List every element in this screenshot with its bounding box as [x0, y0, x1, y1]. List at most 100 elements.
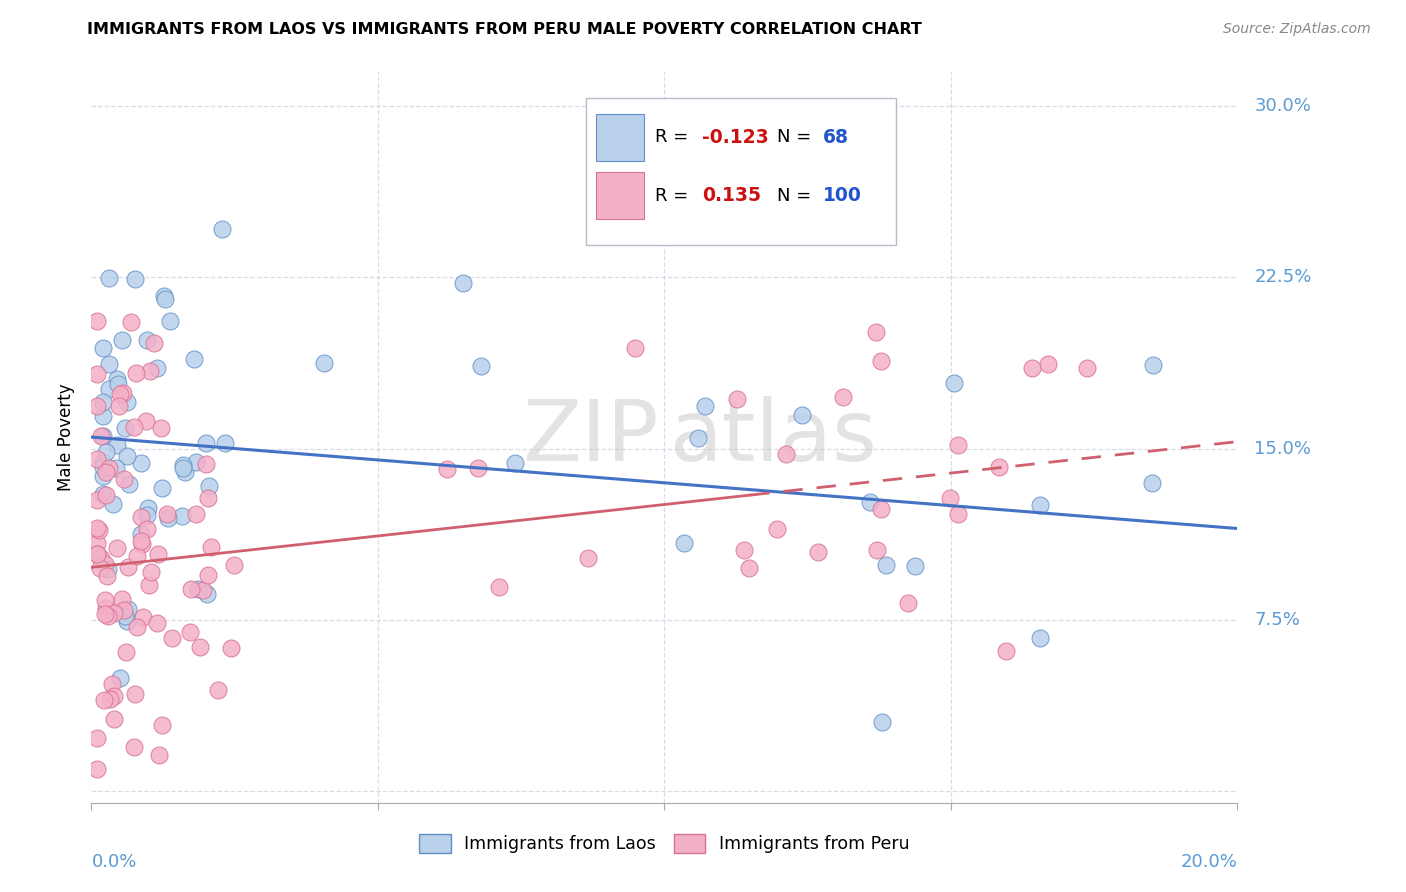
Point: [122, 739, 145, 754]
Text: N =: N =: [776, 186, 817, 204]
Point: [91, 459, 114, 474]
Point: [897, 596, 920, 610]
Point: [765, 522, 787, 536]
Point: [146, 547, 169, 561]
Point: [97, 271, 120, 285]
Point: [467, 461, 489, 475]
Point: [86, 314, 108, 328]
Point: [127, 620, 149, 634]
Point: [96, 569, 118, 583]
Point: [792, 408, 814, 422]
Point: [91, 409, 114, 423]
Text: 22.5%: 22.5%: [1254, 268, 1312, 286]
Point: [197, 491, 219, 505]
Point: [184, 508, 207, 522]
Point: [122, 419, 145, 434]
Point: [90, 551, 112, 566]
Point: [1142, 475, 1164, 490]
Point: [98, 691, 121, 706]
Point: [131, 533, 153, 548]
Text: Source: ZipAtlas.com: Source: ZipAtlas.com: [1223, 22, 1371, 37]
Point: [503, 456, 526, 470]
Point: [156, 507, 179, 521]
FancyBboxPatch shape: [596, 172, 644, 219]
Point: [870, 354, 893, 368]
Point: [97, 382, 120, 396]
FancyBboxPatch shape: [586, 98, 896, 244]
Point: [946, 438, 969, 452]
Point: [98, 461, 121, 475]
Point: [197, 587, 219, 601]
Point: [172, 460, 194, 475]
Point: [207, 682, 229, 697]
Point: [125, 366, 148, 380]
Point: [120, 314, 142, 328]
Point: [214, 435, 236, 450]
Point: [110, 387, 132, 401]
Point: [114, 609, 136, 624]
Point: [194, 436, 217, 450]
Point: [136, 522, 159, 536]
Point: [198, 479, 221, 493]
Point: [470, 359, 492, 373]
Point: [946, 508, 969, 522]
Point: [938, 491, 960, 505]
Point: [775, 447, 797, 461]
Point: [1029, 631, 1052, 645]
Point: [453, 276, 475, 290]
Point: [129, 456, 152, 470]
Point: [94, 465, 117, 479]
Point: [222, 558, 245, 572]
Point: [1028, 498, 1050, 512]
Point: [94, 488, 117, 502]
Point: [146, 360, 169, 375]
Point: [93, 607, 115, 621]
Point: [153, 288, 176, 302]
Text: 30.0%: 30.0%: [1254, 96, 1312, 115]
Point: [875, 558, 897, 573]
Point: [124, 687, 146, 701]
Point: [488, 580, 510, 594]
Point: [115, 395, 138, 409]
Point: [112, 602, 135, 616]
Point: [107, 377, 129, 392]
Point: [97, 562, 120, 576]
Point: [129, 509, 152, 524]
Point: [995, 644, 1018, 658]
Text: IMMIGRANTS FROM LAOS VS IMMIGRANTS FROM PERU MALE POVERTY CORRELATION CHART: IMMIGRANTS FROM LAOS VS IMMIGRANTS FROM …: [87, 22, 922, 37]
Point: [148, 748, 170, 763]
Point: [695, 399, 717, 413]
Point: [156, 510, 179, 524]
Point: [101, 676, 124, 690]
Point: [97, 608, 120, 623]
Point: [105, 438, 128, 452]
Point: [93, 692, 115, 706]
Point: [86, 367, 108, 381]
Point: [117, 602, 139, 616]
Point: [170, 509, 193, 524]
Point: [725, 392, 748, 406]
Point: [149, 421, 172, 435]
Text: 7.5%: 7.5%: [1254, 611, 1301, 629]
Point: [135, 414, 157, 428]
Point: [1142, 359, 1164, 373]
Point: [160, 631, 183, 645]
Point: [832, 390, 855, 404]
Point: [105, 461, 128, 475]
Point: [184, 455, 207, 469]
Point: [183, 352, 205, 367]
Text: 68: 68: [823, 128, 848, 146]
Point: [103, 712, 125, 726]
Point: [108, 671, 131, 685]
Point: [1076, 361, 1098, 376]
Point: [135, 508, 157, 523]
Text: R =: R =: [655, 186, 695, 204]
Point: [870, 715, 893, 730]
Point: [869, 501, 891, 516]
Point: [107, 541, 129, 555]
Point: [314, 356, 336, 370]
Point: [86, 451, 108, 466]
Text: R =: R =: [655, 128, 695, 146]
Point: [866, 543, 889, 558]
Point: [89, 561, 111, 575]
